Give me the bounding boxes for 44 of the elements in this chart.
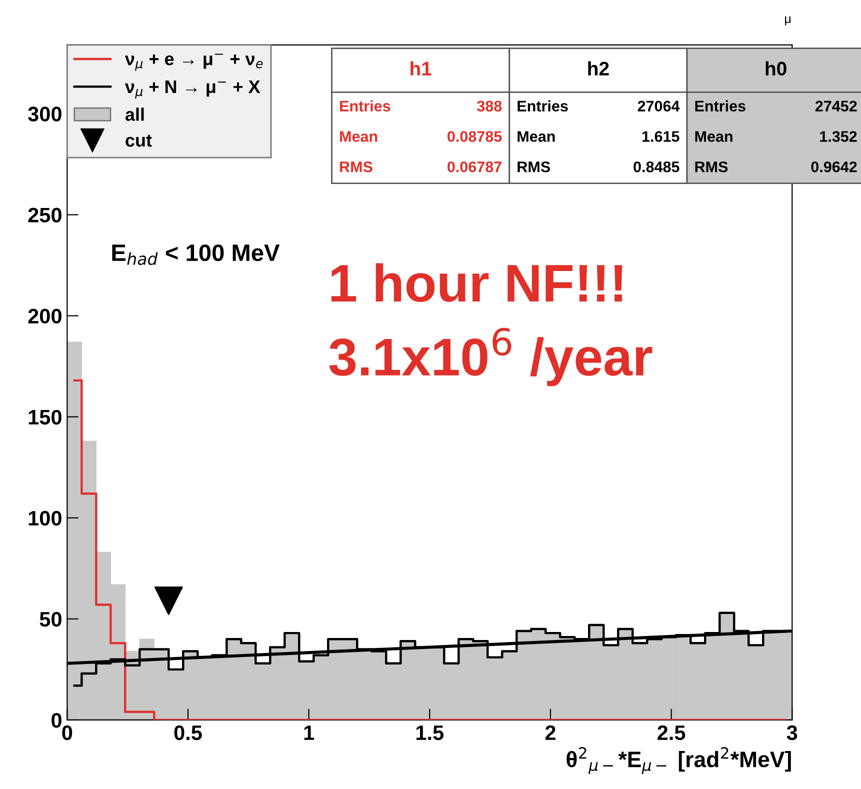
y-tick-label: 150	[28, 410, 62, 425]
annotation: 0.08785	[448, 131, 502, 142]
text: 27452	[815, 100, 857, 112]
annotation: 27064	[638, 100, 680, 112]
annotation: 388	[477, 100, 502, 112]
text: 0.9642	[811, 161, 857, 172]
legend-label: ν$_{μ}$ + N → μ$^{−}$ + X	[124, 80, 260, 99]
annotation: Entries	[340, 100, 390, 112]
x-tick-label: 1	[304, 726, 314, 740]
annotation: h2	[588, 61, 609, 76]
annotation: RMS	[340, 161, 372, 172]
annotation: E$_{had}$ < 100 MeV	[112, 244, 280, 266]
x-tick-label: 2	[545, 725, 556, 740]
legend-label: all	[125, 108, 144, 121]
annotation: 1.615	[642, 131, 680, 142]
annotation: h0	[766, 61, 786, 76]
y-tick-label: 300	[28, 106, 62, 122]
x-tick-label: 1.5	[416, 726, 444, 740]
x-tick-label: 0	[62, 725, 72, 740]
y-tick-label: 250	[28, 208, 62, 222]
y-tick-label: 50	[40, 612, 62, 627]
annotation: Entries	[518, 100, 568, 112]
x-tick-label: 0.5	[174, 725, 202, 740]
annotation: Entries	[695, 100, 746, 112]
text: 1.352	[820, 131, 857, 142]
text: μ	[785, 16, 790, 26]
annotation: RMS	[695, 161, 728, 172]
y-tick-label: 0	[52, 712, 62, 728]
y-tick-label: 200	[28, 308, 62, 324]
annotation: 0.8485	[634, 161, 680, 172]
legend-label: ν$_{μ}$ + e → μ$^{−}$ + ν$_{e}$	[124, 54, 263, 71]
x-axis-title: θ$^{2}$$_{μ−}$*E$_{μ−}$ [rad$^{2}$*MeV]	[566, 747, 791, 774]
annotation: 0.06787	[448, 161, 502, 172]
annotation: 3.1x10$^{6}$ /year	[329, 328, 652, 386]
annotation: Mean	[695, 131, 732, 142]
x-tick-label: 3	[786, 725, 798, 740]
legend-label: cut	[126, 134, 152, 147]
annotation: Mean	[518, 131, 555, 142]
annotation: h1	[410, 61, 432, 76]
annotation: Mean	[340, 131, 378, 142]
annotation: 1 hour NF!!!	[331, 263, 622, 302]
x-tick-label: 2.5	[658, 725, 686, 740]
annotation: RMS	[518, 161, 550, 172]
y-tick-label: 100	[28, 510, 62, 526]
